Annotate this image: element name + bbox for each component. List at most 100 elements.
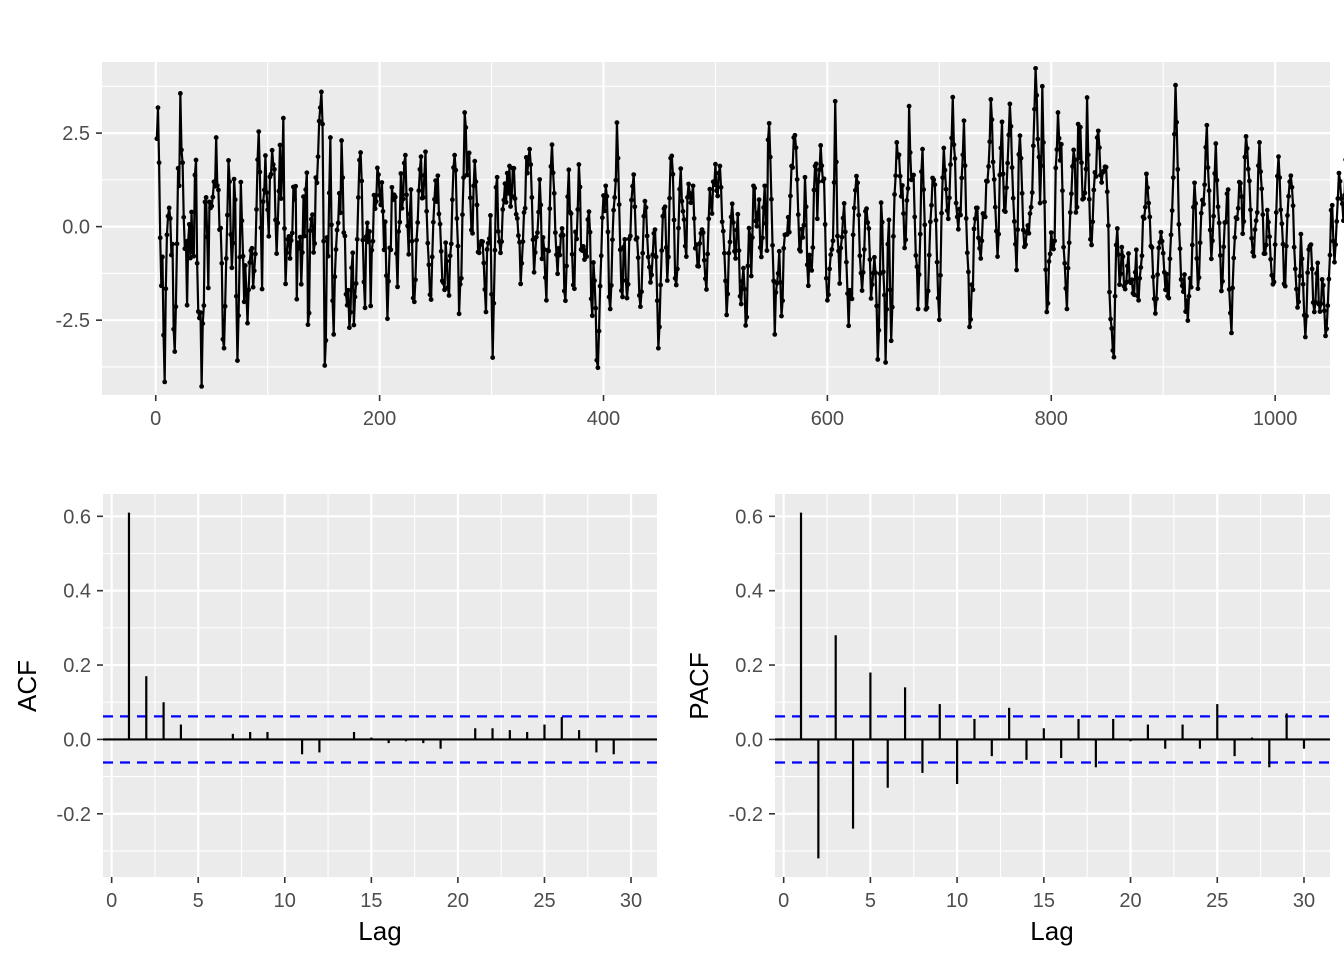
series-point bbox=[1039, 83, 1045, 89]
pacf-y-axis: -0.2 0.0 0.2 0.4 0.6 bbox=[729, 506, 775, 826]
series-point bbox=[231, 176, 237, 182]
series-point bbox=[276, 188, 282, 194]
time-series-y-axis: -2.5 0.0 2.5 bbox=[56, 123, 102, 332]
series-point bbox=[1289, 184, 1295, 190]
series-point bbox=[1073, 210, 1079, 215]
series-point bbox=[343, 291, 349, 297]
series-point bbox=[226, 158, 231, 163]
series-point bbox=[1203, 144, 1209, 150]
series-point bbox=[194, 260, 200, 266]
series-point bbox=[848, 290, 854, 296]
series-point bbox=[246, 287, 252, 293]
series-point bbox=[860, 269, 866, 275]
series-point bbox=[166, 205, 172, 211]
series-point bbox=[854, 173, 859, 179]
x-tick-label: 15 bbox=[360, 890, 382, 912]
series-point bbox=[462, 110, 468, 115]
series-point bbox=[971, 226, 977, 232]
series-point bbox=[1213, 141, 1219, 146]
series-point bbox=[524, 170, 530, 176]
series-point bbox=[606, 294, 612, 300]
series-point bbox=[1207, 227, 1213, 233]
series-point bbox=[676, 225, 681, 231]
series-point bbox=[1336, 170, 1342, 176]
series-point bbox=[902, 245, 908, 251]
series-point bbox=[201, 303, 207, 308]
series-point bbox=[645, 254, 651, 260]
series-point bbox=[1242, 154, 1248, 160]
series-point bbox=[947, 195, 952, 201]
series-point bbox=[325, 253, 331, 259]
series-point bbox=[278, 196, 284, 201]
series-point bbox=[381, 247, 387, 253]
series-point bbox=[1000, 171, 1006, 177]
series-point bbox=[760, 235, 765, 241]
series-point bbox=[745, 263, 751, 269]
series-point bbox=[1212, 171, 1218, 176]
series-point bbox=[669, 153, 675, 159]
series-point bbox=[552, 230, 558, 236]
series-point bbox=[903, 237, 909, 243]
series-point bbox=[164, 232, 170, 238]
series-point bbox=[831, 180, 837, 185]
series-point bbox=[587, 229, 593, 235]
series-point bbox=[803, 204, 809, 210]
series-point bbox=[771, 278, 777, 284]
x-tick-label: 30 bbox=[1293, 890, 1315, 912]
series-point bbox=[349, 265, 355, 271]
series-point bbox=[615, 155, 621, 161]
series-point bbox=[584, 254, 590, 259]
series-point bbox=[1199, 197, 1205, 203]
series-point bbox=[802, 174, 808, 180]
x-tick-label: 5 bbox=[865, 890, 876, 912]
series-point bbox=[405, 223, 410, 229]
series-point bbox=[1296, 299, 1302, 305]
series-point bbox=[1086, 196, 1092, 202]
series-point bbox=[801, 222, 807, 228]
series-point bbox=[1192, 180, 1197, 186]
series-point bbox=[454, 216, 460, 221]
series-point bbox=[399, 205, 405, 211]
pacf-plot-area bbox=[775, 494, 1330, 877]
series-point bbox=[915, 306, 921, 312]
series-point bbox=[370, 238, 376, 244]
series-point bbox=[378, 202, 384, 208]
series-point bbox=[1196, 275, 1202, 280]
series-point bbox=[743, 323, 749, 328]
y-tick-label: 0.4 bbox=[63, 581, 91, 603]
series-point bbox=[569, 251, 575, 257]
series-point bbox=[249, 245, 255, 251]
series-point bbox=[715, 193, 721, 199]
series-point bbox=[557, 252, 563, 258]
series-point bbox=[1129, 277, 1135, 283]
x-tick-label: 30 bbox=[620, 890, 642, 912]
series-point bbox=[1333, 242, 1338, 247]
series-point bbox=[910, 177, 915, 182]
y-tick-label: -2.5 bbox=[56, 310, 90, 332]
series-point bbox=[1095, 128, 1101, 134]
series-point bbox=[252, 251, 258, 257]
series-point bbox=[663, 245, 669, 250]
series-point bbox=[335, 220, 341, 226]
series-point bbox=[1311, 309, 1317, 315]
series-point bbox=[1055, 110, 1061, 115]
series-point bbox=[445, 285, 451, 291]
series-point bbox=[925, 288, 931, 294]
series-point bbox=[406, 251, 412, 257]
series-point bbox=[968, 317, 974, 322]
series-point bbox=[781, 245, 787, 251]
series-point bbox=[1282, 283, 1288, 289]
series-point bbox=[1323, 333, 1328, 339]
series-point bbox=[570, 282, 576, 288]
series-point bbox=[1156, 245, 1162, 251]
series-point bbox=[1159, 238, 1165, 244]
series-point bbox=[1173, 82, 1178, 88]
series-point bbox=[182, 246, 188, 252]
series-point bbox=[936, 317, 942, 323]
series-point bbox=[894, 140, 900, 145]
series-point bbox=[730, 220, 736, 225]
series-point bbox=[1225, 187, 1231, 192]
series-point bbox=[420, 195, 426, 200]
series-point bbox=[351, 322, 357, 328]
series-point bbox=[540, 235, 546, 240]
